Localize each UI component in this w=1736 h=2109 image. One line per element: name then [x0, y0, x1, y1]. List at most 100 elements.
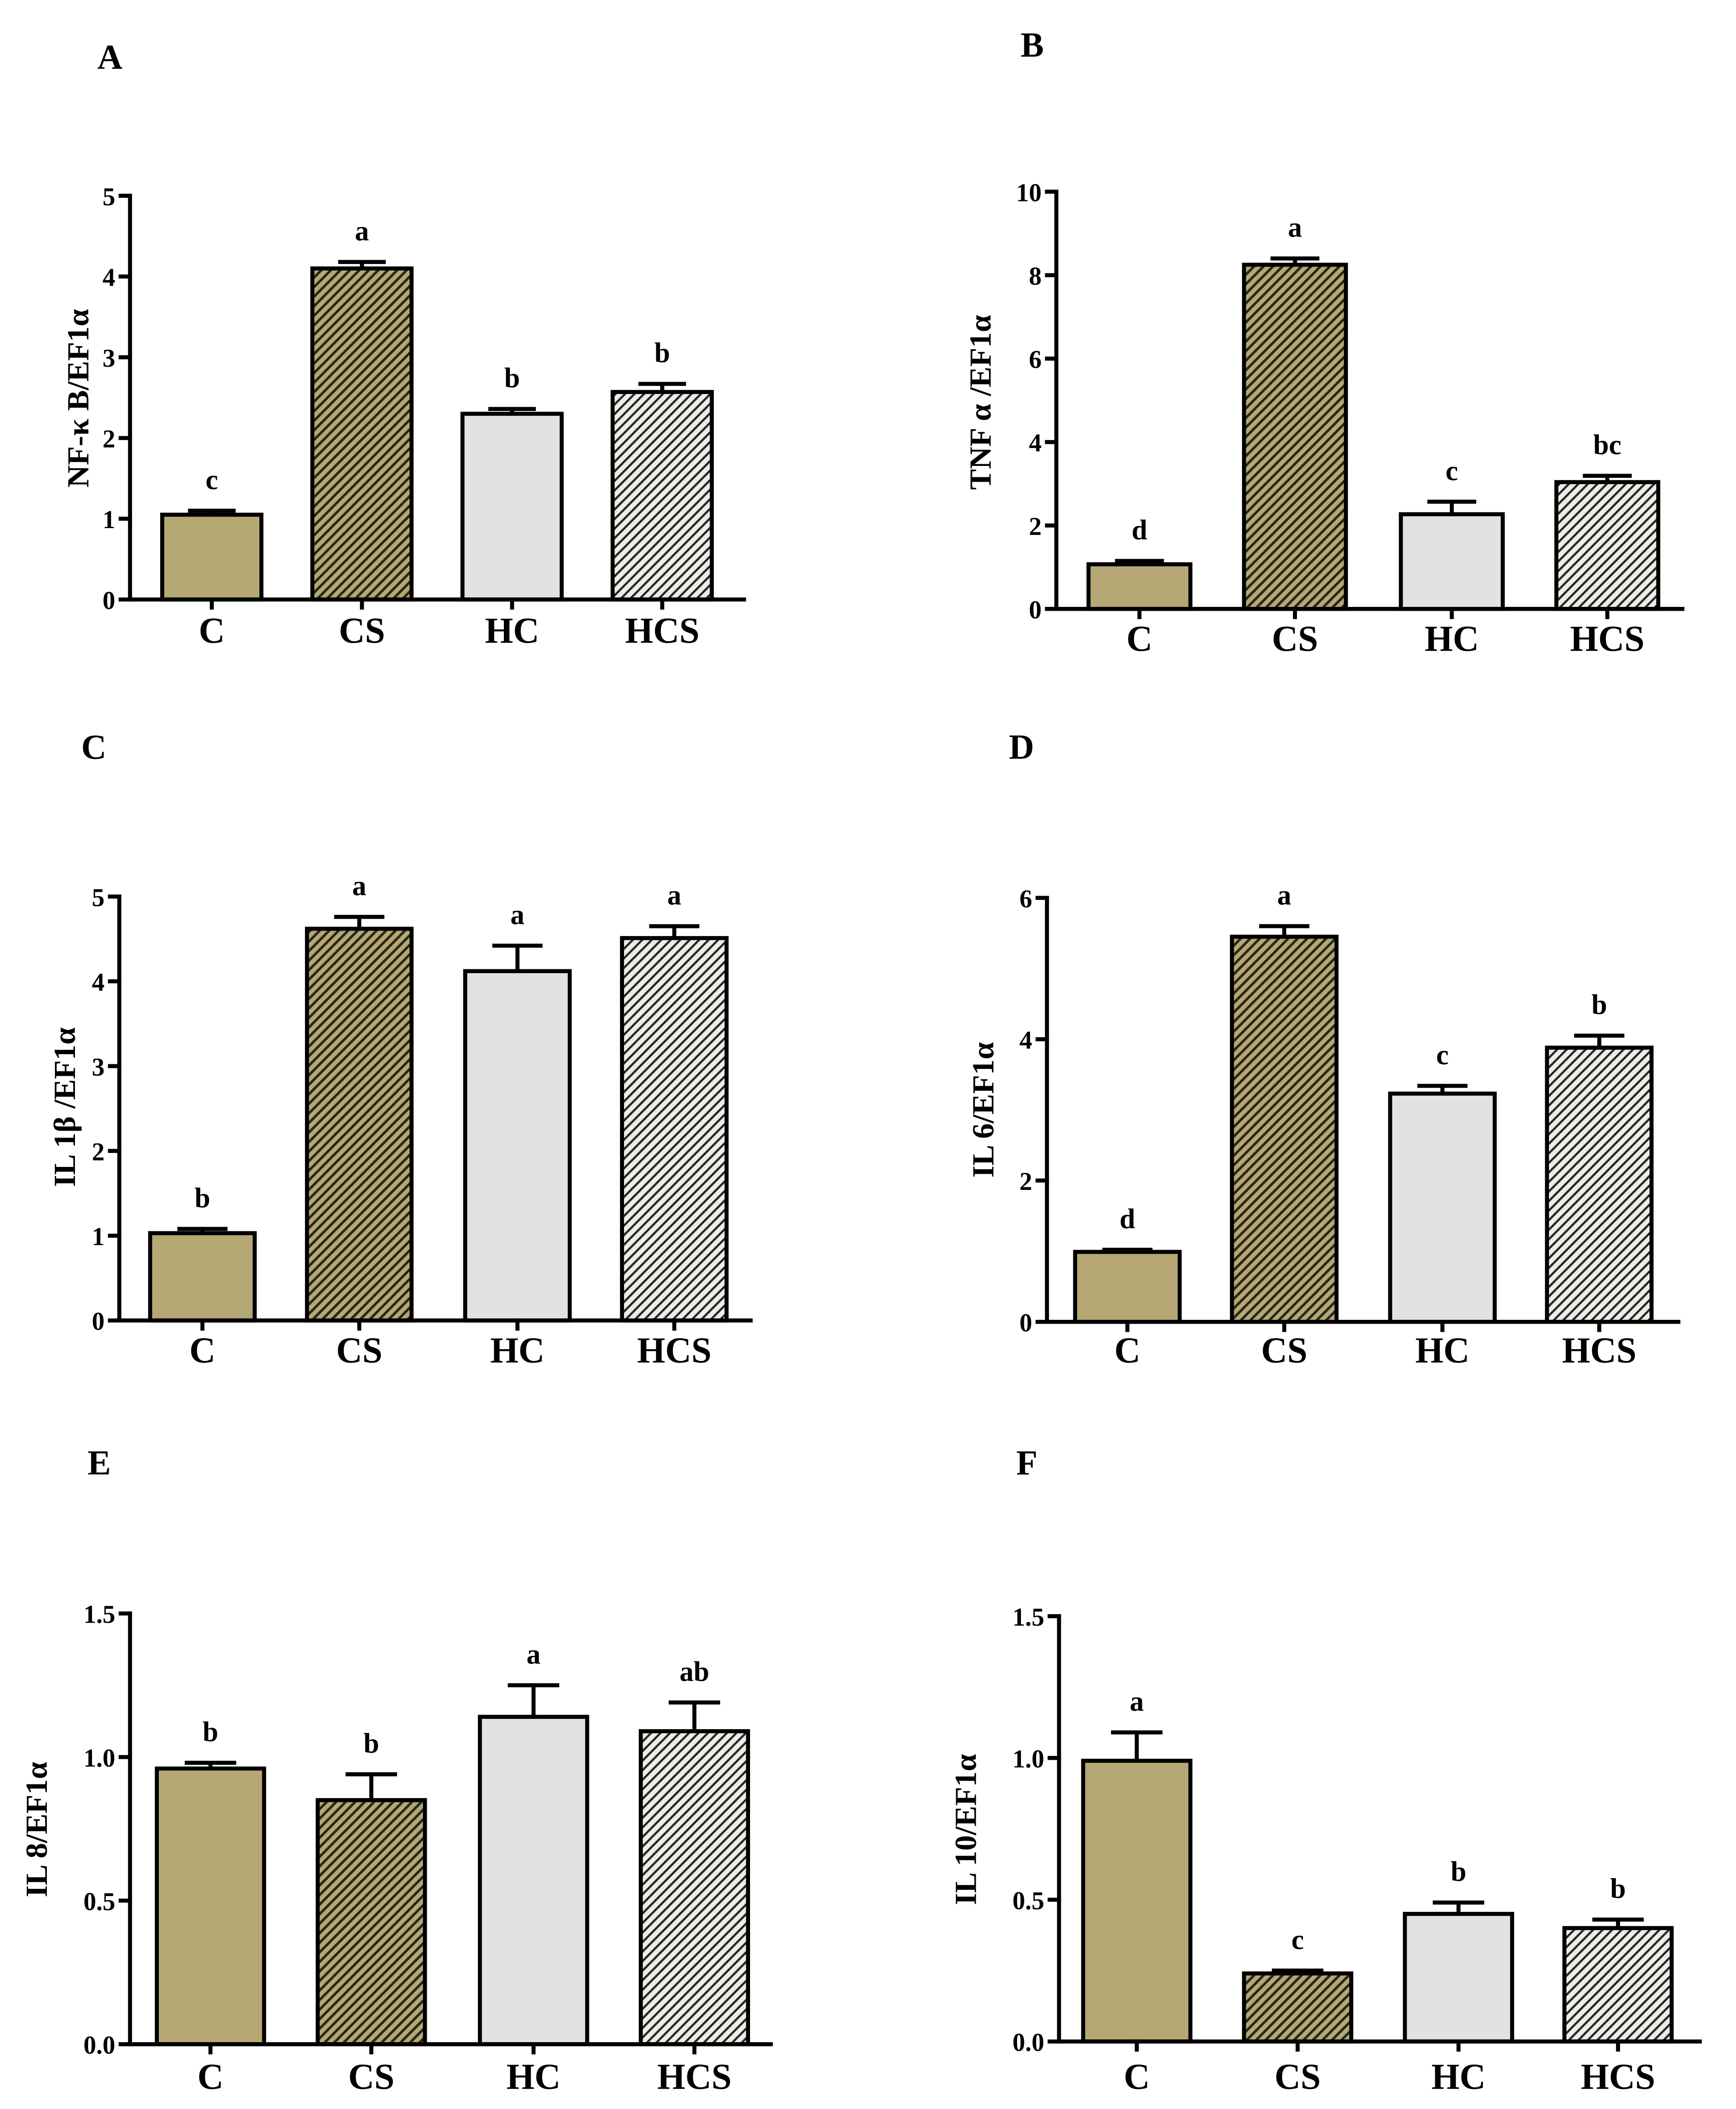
error-bar — [1583, 474, 1632, 482]
x-tick-label: CS — [1272, 619, 1318, 659]
x-tick-label: CS — [336, 1330, 382, 1371]
y-axis-title: IL 1β /EF1α — [47, 1027, 82, 1187]
error-bar — [188, 509, 236, 515]
significance-letter: b — [195, 1183, 210, 1214]
bar-hc — [460, 411, 564, 602]
significance-letter: a — [1277, 880, 1291, 911]
bar-cs — [316, 1798, 427, 2046]
significance-letter: c — [1291, 1924, 1304, 1955]
panel-label: C — [81, 727, 106, 766]
bar-cs — [305, 926, 414, 1323]
bar-hc — [1388, 1092, 1497, 1324]
significance-letter: c — [1436, 1040, 1449, 1071]
bar-c — [1073, 1250, 1182, 1324]
significance-letter: b — [654, 337, 670, 368]
x-tick-label: C — [1124, 2057, 1150, 2097]
significance-letter: b — [1610, 1873, 1626, 1904]
bar-hcs — [1562, 1926, 1674, 2044]
error-bar — [1115, 559, 1164, 564]
significance-letter: ab — [679, 1656, 709, 1687]
significance-letter: c — [206, 464, 218, 495]
y-tick-label: 2 — [92, 1138, 105, 1166]
y-tick-label: 4 — [92, 968, 105, 996]
bar-hc — [1399, 512, 1505, 611]
y-tick-label: 4 — [1020, 1026, 1032, 1054]
bar-hc — [478, 1715, 589, 2046]
panel-a: Ac Ca CS b HC b HCS 0 1 2 3 4 5 NF-κ B/EF1α — [61, 37, 746, 651]
significance-letter: a — [526, 1639, 540, 1670]
x-tick-label: C — [190, 1330, 216, 1371]
x-tick-label: HC — [1431, 2057, 1486, 2097]
bar-c — [148, 1231, 257, 1323]
error-bar — [345, 1772, 397, 1800]
panel-f: Fa Cc CS b HC b HCS 0.0 0.5 1.0 1.5 IL 10/EF1α — [948, 1443, 1702, 2097]
y-tick-label: 1.5 — [1012, 1603, 1044, 1631]
error-bar — [1592, 1917, 1644, 1928]
x-tick-label: CS — [348, 2057, 395, 2097]
y-axis-title: TNF α /EF1α — [963, 315, 997, 490]
error-bar — [668, 1700, 720, 1731]
x-tick-label: HC — [1425, 619, 1479, 659]
significance-letter: b — [504, 362, 520, 394]
y-axis-title: IL 8/EF1α — [19, 1762, 54, 1897]
x-tick-label: C — [1114, 1330, 1140, 1371]
significance-letter: bc — [1593, 429, 1621, 460]
error-bar — [488, 407, 536, 414]
bar-hcs — [620, 936, 729, 1323]
panel-label: E — [88, 1443, 111, 1482]
y-tick-label: 0 — [103, 586, 115, 615]
x-tick-label: HCS — [657, 2057, 732, 2097]
error-bar — [334, 915, 385, 929]
y-tick-label: 2 — [1020, 1167, 1032, 1195]
x-tick-label: HC — [1415, 1330, 1469, 1371]
x-tick-label: CS — [1274, 2057, 1321, 2097]
bar-hc — [463, 969, 572, 1323]
y-tick-label: 0 — [1029, 596, 1042, 624]
y-tick-label: 1.5 — [83, 1600, 115, 1629]
error-bar — [1433, 1900, 1484, 1914]
error-bar — [184, 1761, 236, 1769]
panel-label: D — [1009, 727, 1034, 766]
bar-cs — [1230, 934, 1339, 1324]
bar-c — [155, 1766, 266, 2046]
y-tick-label: 8 — [1029, 262, 1042, 290]
error-bar — [177, 1227, 228, 1233]
y-tick-label: 0 — [1020, 1309, 1032, 1337]
x-tick-label: HCS — [1581, 2057, 1656, 2097]
y-tick-label: 1.0 — [1012, 1745, 1044, 1773]
x-tick-label: HCS — [637, 1330, 712, 1371]
y-axis-title: IL 6/EF1α — [966, 1042, 1000, 1178]
error-bar — [1272, 1968, 1324, 1974]
panel-c: Cb Ca CS a HC a HCS 0 1 2 3 4 5 IL 1β /EF1α — [47, 727, 753, 1371]
error-bar — [1574, 1034, 1624, 1048]
y-tick-label: 1 — [103, 506, 115, 534]
bar-cs — [310, 266, 414, 602]
x-tick-label: HCS — [1562, 1330, 1637, 1371]
significance-letter: a — [1130, 1686, 1144, 1717]
error-bar — [1417, 1083, 1468, 1094]
bar-hcs — [638, 1729, 750, 2046]
y-tick-label: 3 — [103, 344, 115, 372]
bar-hcs — [610, 390, 714, 602]
error-bar — [508, 1683, 560, 1717]
panel-label: F — [1016, 1443, 1038, 1482]
bar-hcs — [1554, 480, 1661, 611]
y-tick-label: 6 — [1029, 345, 1042, 374]
error-bar — [649, 924, 700, 938]
significance-letter: a — [355, 215, 369, 247]
x-tick-label: HC — [490, 1330, 544, 1371]
x-tick-label: HCS — [625, 611, 699, 651]
panel-label: B — [1020, 26, 1044, 64]
significance-letter: b — [203, 1716, 218, 1747]
significance-letter: c — [1446, 455, 1458, 486]
x-tick-label: HCS — [1570, 619, 1644, 659]
x-tick-label: C — [199, 611, 225, 651]
error-bar — [1102, 1247, 1153, 1252]
error-bar — [1111, 1730, 1163, 1761]
error-bar — [1259, 924, 1310, 937]
x-tick-label: HC — [506, 2057, 560, 2097]
panel-e: Eb Cb CS a HC ab HCS 0.0 0.5 1.0 1.5 IL 8/EF1α — [19, 1443, 773, 2097]
y-tick-label: 0.5 — [83, 1888, 115, 1916]
y-tick-label: 10 — [1016, 178, 1042, 207]
